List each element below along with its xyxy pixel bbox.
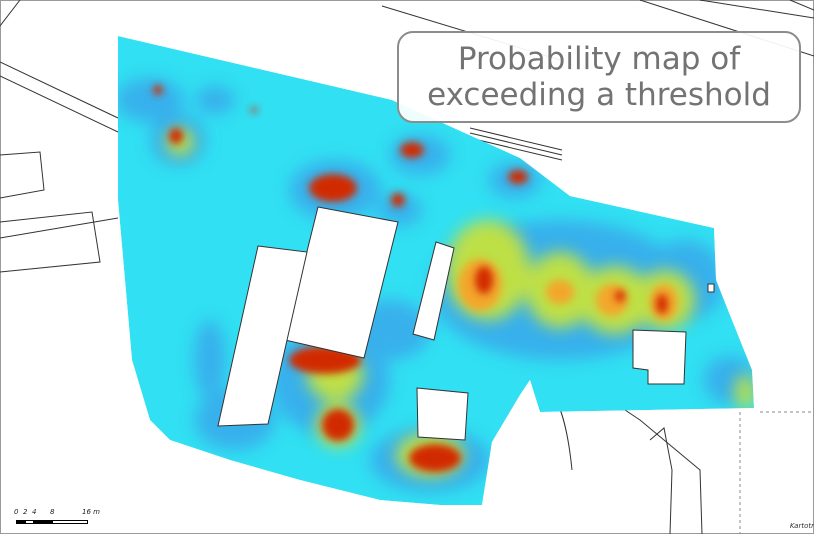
neighbor-building (0, 151, 45, 199)
boundary-line (0, 0, 21, 27)
rail-line (469, 137, 563, 161)
buildings (217, 206, 715, 441)
boundary-line (0, 217, 119, 239)
boundary-line (0, 75, 119, 133)
rail-line (469, 127, 563, 151)
neighbor-building (0, 211, 101, 273)
rail-line (469, 132, 563, 156)
scale-label-8: 8 (50, 508, 55, 516)
scale-segment (16, 520, 25, 524)
building (416, 387, 469, 441)
map-title-line-2: exceeding a threshold (427, 77, 771, 113)
map-title-box: Probability map of exceeding a threshold (397, 31, 801, 123)
scale-label-0: 0 (14, 508, 19, 516)
scale-segment (25, 520, 34, 524)
scale-label-4: 4 (32, 508, 37, 516)
scale-segment (52, 520, 88, 524)
building (412, 241, 455, 341)
road-edge (789, 0, 814, 11)
probability-surface (118, 36, 754, 505)
road-edge (699, 0, 814, 19)
building (217, 245, 308, 427)
map-credit: Kartotr (789, 522, 814, 530)
map-title-line-1: Probability map of (457, 41, 741, 77)
high-probability-zones (153, 85, 668, 472)
scale-label-16: 16 m (82, 508, 100, 516)
scale-segment (34, 520, 52, 524)
building (707, 283, 715, 293)
road-edge (649, 427, 673, 534)
scale-bar-icon: 0 2 4 8 16 m (14, 508, 104, 530)
boundary-line (0, 61, 119, 119)
building (632, 329, 687, 385)
scale-label-2: 2 (23, 508, 28, 516)
